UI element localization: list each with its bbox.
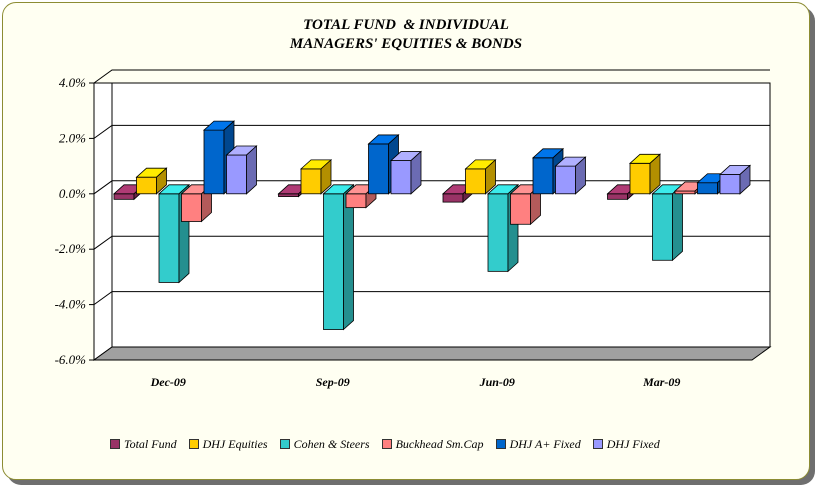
bar-side [485, 158, 496, 195]
bar [225, 145, 258, 195]
bar-front [465, 168, 486, 195]
bar-front [652, 193, 673, 261]
bar-front [113, 193, 135, 200]
bar-front [697, 182, 718, 195]
legend-swatch [279, 439, 290, 449]
bar-front [203, 129, 225, 195]
legend-swatch [592, 439, 603, 449]
legend-swatch [495, 439, 506, 449]
bar [554, 156, 587, 195]
bar-front [555, 165, 576, 195]
legend-label: Buckhead Sm.Cap [395, 436, 484, 451]
bar-side [649, 153, 661, 195]
chart-title: TOTAL FUND & INDIVIDUAL MANAGERS' EQUITI… [0, 16, 812, 54]
bar-side [739, 164, 751, 195]
gridlines [93, 69, 770, 306]
bar-side [672, 183, 683, 262]
chart-title-line-2: MANAGERS' EQUITIES & BONDS [289, 36, 523, 52]
gridline [93, 69, 770, 84]
bar-front [719, 174, 741, 195]
legend-item: DHJ A+ Fixed [495, 436, 581, 452]
legend: Total Fund DHJ Equities Cohen & Steers Buck… [110, 434, 672, 454]
legend-item: Total Fund [110, 437, 177, 452]
legend-swatch [110, 439, 120, 449]
x-category-label: Jun-09 [479, 375, 515, 389]
y-axis-ticks: 4.0% 2.0% 0.0% -2.0% -4.0% -6.0% [55, 75, 95, 367]
bar-front [510, 193, 531, 225]
x-category-label: Dec-09 [150, 375, 186, 389]
bar-front [607, 193, 628, 200]
chart-title-line-1: TOTAL FUND & INDIVIDUAL [303, 17, 509, 33]
bar-front [629, 162, 651, 195]
bar-front [278, 193, 299, 197]
bar [344, 183, 378, 209]
bar-side [343, 183, 354, 331]
y-tick-label: -4.0% [55, 297, 87, 312]
chart-walls [92, 82, 772, 361]
bar-front [390, 160, 412, 195]
bar-front [368, 143, 389, 195]
bar-front [136, 176, 157, 195]
bar-side [156, 167, 167, 195]
legend-label: Cohen & Steers [293, 436, 370, 451]
bar-front [442, 193, 464, 203]
bar-front [674, 190, 696, 195]
y-tick-label: -2.0% [55, 241, 87, 256]
bar-front [532, 157, 554, 195]
bar-front [181, 193, 202, 222]
bar [135, 167, 168, 195]
legend-item: Buckhead Sm.Cap [381, 436, 484, 452]
legend-label: DHJ Equities [202, 436, 268, 451]
bar-side [410, 150, 422, 195]
legend-item: DHJ Equities [188, 436, 268, 452]
bar-front [300, 168, 322, 195]
y-tick-label: 0.0% [59, 186, 86, 201]
legend-label: DHJ A+ Fixed [509, 436, 581, 451]
floor [92, 346, 772, 361]
y-tick-label: 4.0% [59, 75, 86, 90]
bar-front [323, 193, 344, 330]
bar [322, 183, 355, 331]
bar-front [226, 154, 247, 195]
bar-front [345, 193, 367, 209]
gridline [93, 124, 770, 139]
bar-front [158, 193, 180, 283]
bar [651, 183, 684, 262]
x-category-label: Sep-09 [316, 375, 350, 389]
bar [389, 150, 423, 195]
x-axis-categories: Dec-09 Sep-09 Jun-09 Mar-09 [150, 375, 681, 389]
legend-label: Total Fund [124, 436, 177, 451]
bar-front [487, 193, 509, 272]
y-tick-label: 2.0% [59, 130, 86, 145]
bar-side [320, 158, 332, 195]
x-category-label: Mar-09 [642, 375, 680, 389]
bar-side [246, 145, 257, 195]
side-wall [93, 82, 113, 361]
gridline [93, 235, 770, 250]
bars [112, 120, 752, 331]
bar [299, 158, 333, 195]
bar-side [575, 156, 586, 195]
y-tick-label: -6.0% [55, 352, 87, 367]
legend-item: DHJ Fixed [592, 436, 660, 452]
bar [464, 158, 497, 195]
legend-item: Cohen & Steers [279, 436, 370, 452]
legend-label: DHJ Fixed [606, 436, 660, 451]
legend-swatch [381, 439, 392, 449]
gridline [93, 291, 770, 306]
bar [628, 153, 662, 195]
bar [718, 164, 752, 195]
legend-swatch [188, 439, 199, 449]
